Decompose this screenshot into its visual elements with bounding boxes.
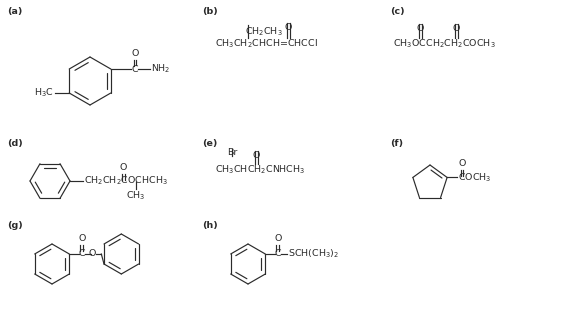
Text: CH$_3$CH$_2$CHCH=CHCCl: CH$_3$CH$_2$CHCH=CHCCl [215,38,318,51]
Text: CH$_2$CH$_2$COCHCH$_3$: CH$_2$CH$_2$COCHCH$_3$ [84,175,168,187]
Text: (d): (d) [7,139,23,148]
Text: Br: Br [227,148,237,157]
Text: CH$_2$CH$_3$: CH$_2$CH$_3$ [245,25,283,38]
Text: C: C [78,250,84,258]
Text: H$_3$C: H$_3$C [34,87,54,99]
Text: O: O [78,234,86,243]
Text: O: O [285,23,292,32]
Text: O: O [459,160,466,168]
Text: O: O [417,24,424,33]
Text: (e): (e) [202,139,218,148]
Text: (b): (b) [202,7,218,16]
Text: C: C [132,64,138,74]
Text: C: C [274,250,281,258]
Text: CH$_3$CHCH$_2$CNHCH$_3$: CH$_3$CHCH$_2$CNHCH$_3$ [215,164,305,177]
Text: O: O [88,250,96,258]
Text: COCH$_3$: COCH$_3$ [458,171,492,184]
Text: O: O [253,151,260,160]
Text: O: O [274,234,281,243]
Text: NH$_2$: NH$_2$ [151,63,170,75]
Text: SCH(CH$_3$)$_2$: SCH(CH$_3$)$_2$ [288,248,339,260]
Text: (c): (c) [390,7,405,16]
Text: O: O [120,163,127,172]
Text: (h): (h) [202,221,218,230]
Text: (f): (f) [390,139,403,148]
Text: O: O [453,24,460,33]
Text: (a): (a) [7,7,22,16]
Text: CH$_3$OCCH$_2$CH$_2$COCH$_3$: CH$_3$OCCH$_2$CH$_2$COCH$_3$ [393,38,496,51]
Text: (g): (g) [7,221,23,230]
Text: CH$_3$: CH$_3$ [126,190,146,203]
Text: O: O [131,49,139,58]
